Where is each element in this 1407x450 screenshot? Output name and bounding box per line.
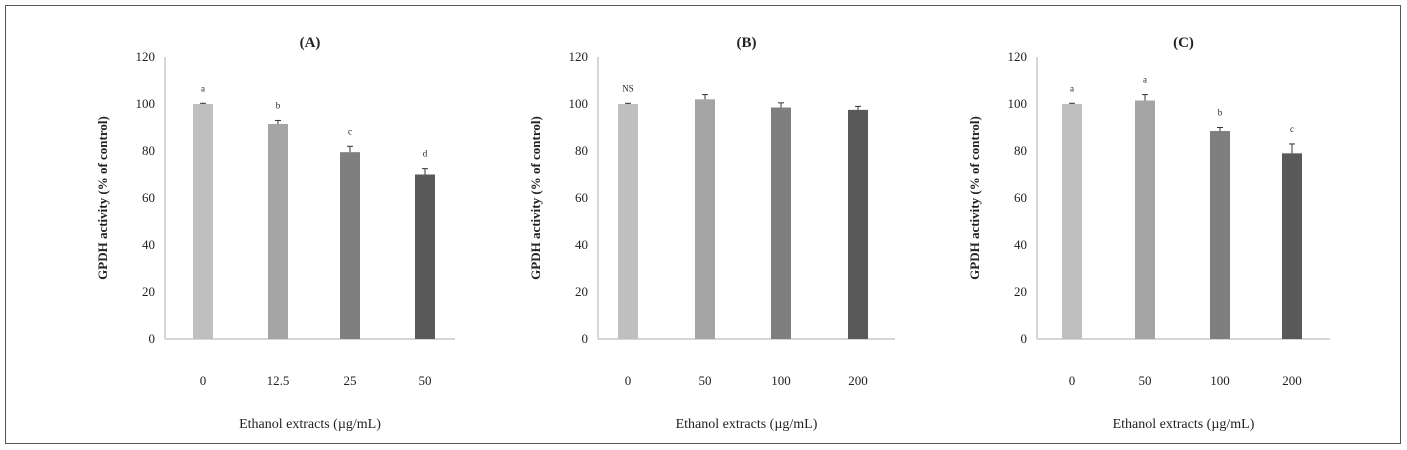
significance-label: b	[1218, 108, 1223, 118]
chart-title: (A)	[300, 35, 321, 51]
bar	[415, 174, 435, 339]
chart-panel-c: (C) 0 20 40 60 80 100 120 GPDH activity (% of co…	[967, 35, 1330, 432]
x-tick-label: 100	[771, 373, 791, 388]
bar	[340, 152, 360, 339]
bar	[1282, 153, 1302, 339]
significance-label: c	[1290, 124, 1294, 134]
bar	[771, 107, 791, 340]
bar	[1210, 131, 1230, 339]
chart-title: (B)	[737, 35, 757, 51]
figure-frame	[5, 5, 1401, 444]
y-tick-label: 120	[136, 49, 156, 64]
x-axis-label: Ethanol extracts (µg/mL)	[239, 417, 381, 432]
significance-label: a	[1070, 83, 1074, 93]
x-tick-label: 50	[1139, 373, 1152, 388]
x-tick-label: 200	[848, 373, 868, 388]
bar	[268, 123, 288, 339]
x-tick-label: 200	[1282, 373, 1302, 388]
y-axis-label: GPDH activity (% of control)	[528, 116, 543, 280]
x-tick-label: 0	[200, 373, 207, 388]
y-tick-label: 20	[142, 284, 155, 299]
chart-panel-a: (A) 0 20 40 60 80 100 120 GPDH activity (% of co…	[95, 35, 455, 432]
significance-label: c	[348, 126, 352, 136]
bar	[1135, 100, 1155, 339]
bar	[1062, 104, 1082, 339]
y-tick-label: 100	[136, 96, 156, 111]
x-tick-label: 0	[1069, 373, 1076, 388]
x-tick-label: 0	[625, 373, 632, 388]
bar	[193, 104, 213, 339]
y-tick-label: 120	[1008, 49, 1028, 64]
y-tick-label: 20	[575, 284, 588, 299]
y-tick-label: 40	[575, 237, 588, 252]
x-axis-label: Ethanol extracts (µg/mL)	[676, 417, 818, 432]
significance-label: d	[423, 149, 428, 159]
y-axis-label: GPDH activity (% of control)	[967, 116, 982, 280]
x-tick-label: 25	[344, 373, 357, 388]
significance-label: b	[276, 100, 281, 110]
x-tick-label: 12.5	[267, 373, 290, 388]
bar	[695, 99, 715, 339]
y-tick-label: 20	[1014, 284, 1027, 299]
bar	[618, 104, 638, 339]
x-tick-label: 100	[1210, 373, 1230, 388]
y-tick-label: 40	[142, 237, 155, 252]
y-tick-label: 100	[1008, 96, 1028, 111]
y-tick-label: 60	[1014, 190, 1027, 205]
y-tick-label: 80	[1014, 143, 1027, 158]
y-tick-label: 0	[149, 331, 156, 346]
y-tick-label: 80	[142, 143, 155, 158]
y-tick-label: 100	[569, 96, 589, 111]
x-tick-label: 50	[419, 373, 432, 388]
chart-panel-b: (B) 0 20 40 60 80 100 120 GPDH activity (% of co…	[528, 35, 895, 432]
x-tick-label: 50	[699, 373, 712, 388]
y-tick-label: 60	[142, 190, 155, 205]
significance-label: NS	[622, 83, 634, 93]
significance-label: a	[1143, 75, 1147, 85]
y-tick-label: 0	[1021, 331, 1028, 346]
x-axis-label: Ethanol extracts (µg/mL)	[1113, 417, 1255, 432]
y-tick-label: 40	[1014, 237, 1027, 252]
y-axis-label: GPDH activity (% of control)	[95, 116, 110, 280]
y-tick-label: 0	[582, 331, 589, 346]
y-tick-label: 80	[575, 143, 588, 158]
y-tick-label: 120	[569, 49, 589, 64]
y-tick-label: 60	[575, 190, 588, 205]
bar	[848, 109, 868, 339]
chart-title: (C)	[1173, 35, 1194, 51]
significance-label: a	[201, 83, 205, 93]
